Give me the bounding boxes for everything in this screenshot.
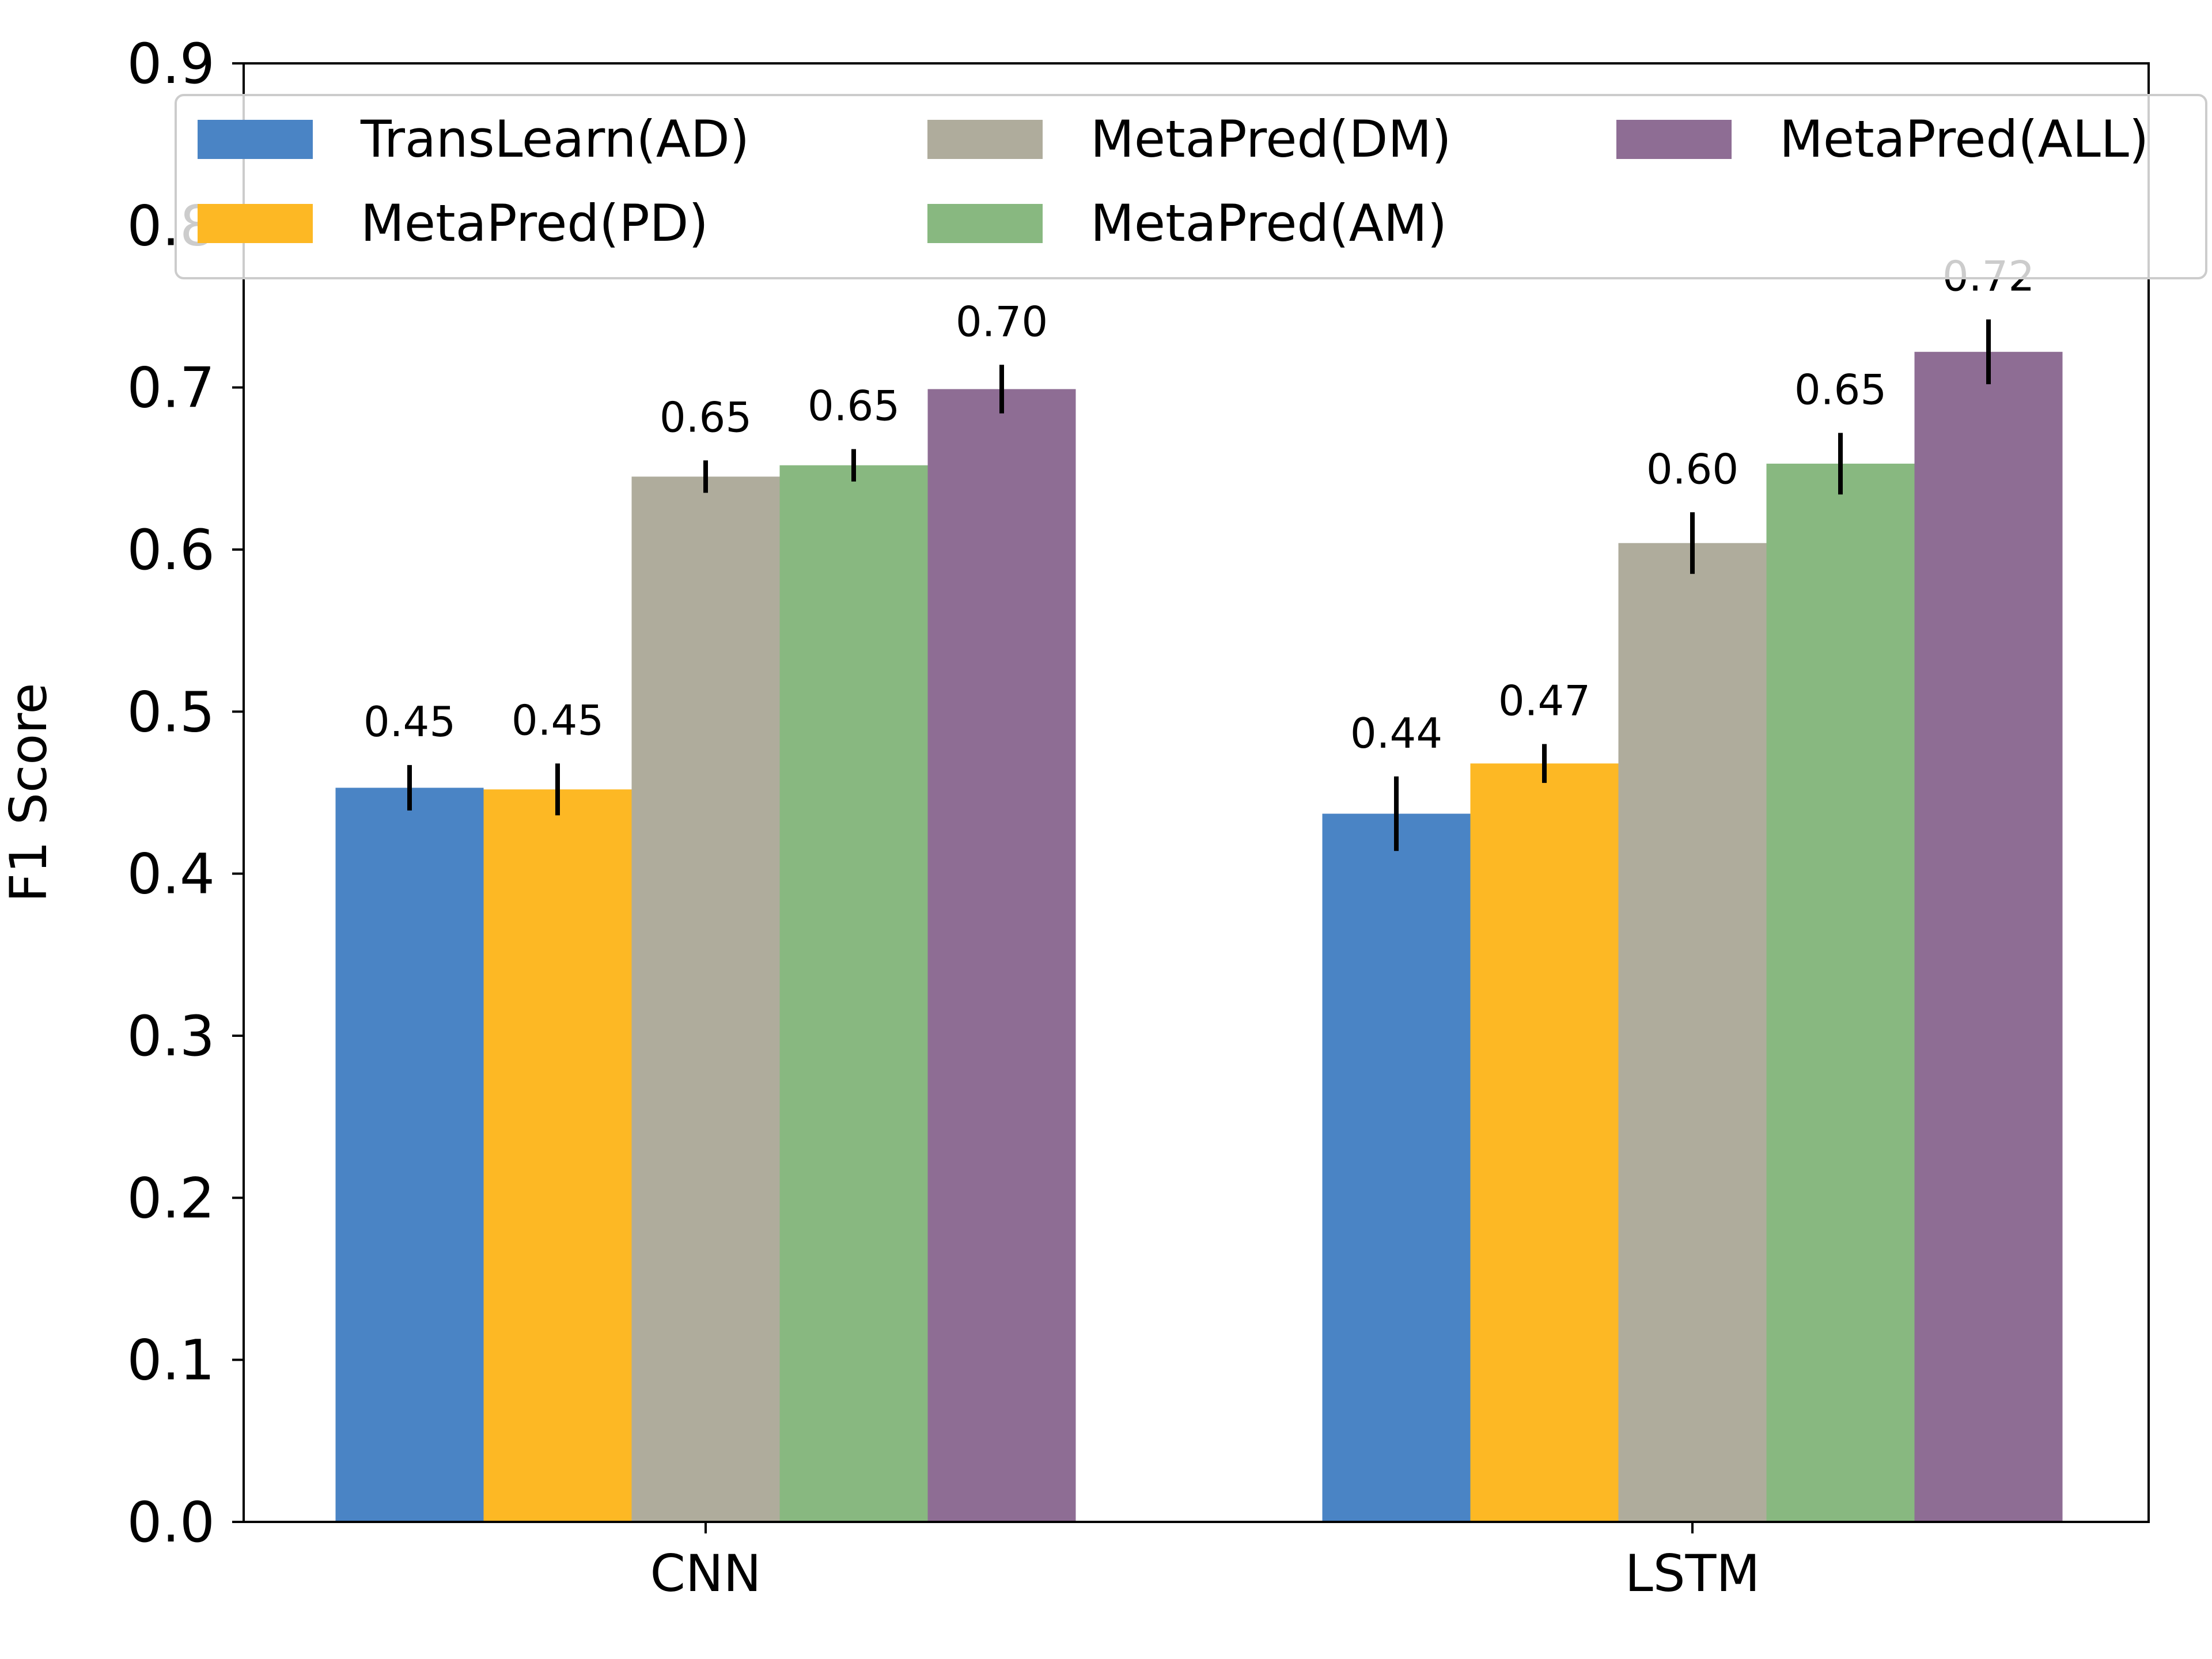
y-tick-label: 0.0 (127, 1490, 215, 1555)
x-tick-label: CNN (650, 1544, 761, 1603)
data-label: 0.65 (808, 382, 900, 430)
y-tick-label: 0.6 (127, 518, 215, 582)
data-label: 0.47 (1498, 677, 1590, 725)
y-axis-label: F1 Score (0, 683, 58, 902)
data-label: 0.45 (363, 698, 456, 746)
bar (1914, 351, 2063, 1522)
legend-label: MetaPred(ALL) (1779, 109, 2149, 169)
legend-label: MetaPred(DM) (1090, 109, 1452, 169)
data-label: 0.70 (956, 297, 1048, 346)
bar (1470, 763, 1619, 1522)
data-label: 0.60 (1646, 445, 1738, 493)
y-tick-label: 0.5 (127, 680, 215, 744)
bar (1618, 543, 1767, 1522)
legend-label: MetaPred(PD) (361, 194, 709, 253)
bar (779, 465, 928, 1522)
legend-label: TransLearn(AD) (360, 109, 749, 169)
y-tick-label: 0.4 (127, 842, 215, 907)
legend-swatch (198, 120, 313, 159)
bar (1322, 813, 1471, 1522)
legend-swatch (927, 120, 1043, 159)
bar (483, 789, 632, 1522)
bar (335, 787, 484, 1522)
legend-swatch (198, 204, 313, 243)
data-label: 0.45 (512, 696, 604, 744)
y-tick-label: 0.3 (127, 1004, 215, 1069)
data-label: 0.44 (1350, 709, 1442, 757)
data-label: 0.65 (1794, 365, 1887, 414)
y-tick-label: 0.9 (127, 32, 215, 96)
bar (1766, 463, 1915, 1522)
y-tick-label: 0.1 (127, 1328, 215, 1393)
y-tick-label: 0.7 (127, 356, 215, 421)
data-label: 0.65 (660, 393, 752, 441)
y-tick-label: 0.2 (127, 1166, 215, 1230)
legend-swatch (927, 204, 1043, 243)
legend-label: MetaPred(AM) (1090, 194, 1447, 253)
legend-swatch (1616, 120, 1732, 159)
bar (927, 389, 1076, 1522)
x-tick-label: LSTM (1625, 1544, 1760, 1603)
plot-frame (243, 62, 2150, 1523)
bar (631, 476, 780, 1522)
